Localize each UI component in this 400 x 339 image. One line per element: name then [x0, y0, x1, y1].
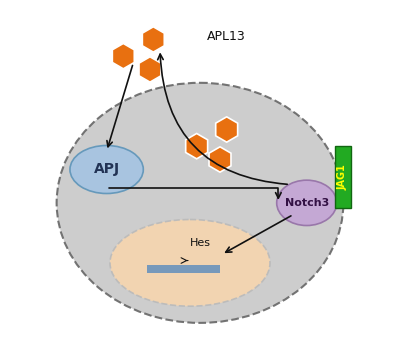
Polygon shape	[142, 27, 164, 52]
Ellipse shape	[70, 145, 143, 194]
Text: Notch3: Notch3	[284, 198, 329, 208]
Text: APJ: APJ	[94, 162, 120, 177]
Polygon shape	[139, 57, 161, 82]
Polygon shape	[216, 117, 238, 142]
Text: Hes: Hes	[190, 238, 210, 248]
Text: JAG1: JAG1	[338, 164, 348, 190]
Ellipse shape	[110, 220, 270, 306]
Text: APL13: APL13	[207, 29, 246, 43]
Ellipse shape	[57, 83, 343, 323]
Polygon shape	[186, 134, 208, 159]
Polygon shape	[112, 43, 134, 69]
Bar	[335, 146, 351, 208]
Ellipse shape	[277, 180, 337, 225]
Polygon shape	[209, 147, 231, 172]
Bar	[147, 264, 220, 273]
